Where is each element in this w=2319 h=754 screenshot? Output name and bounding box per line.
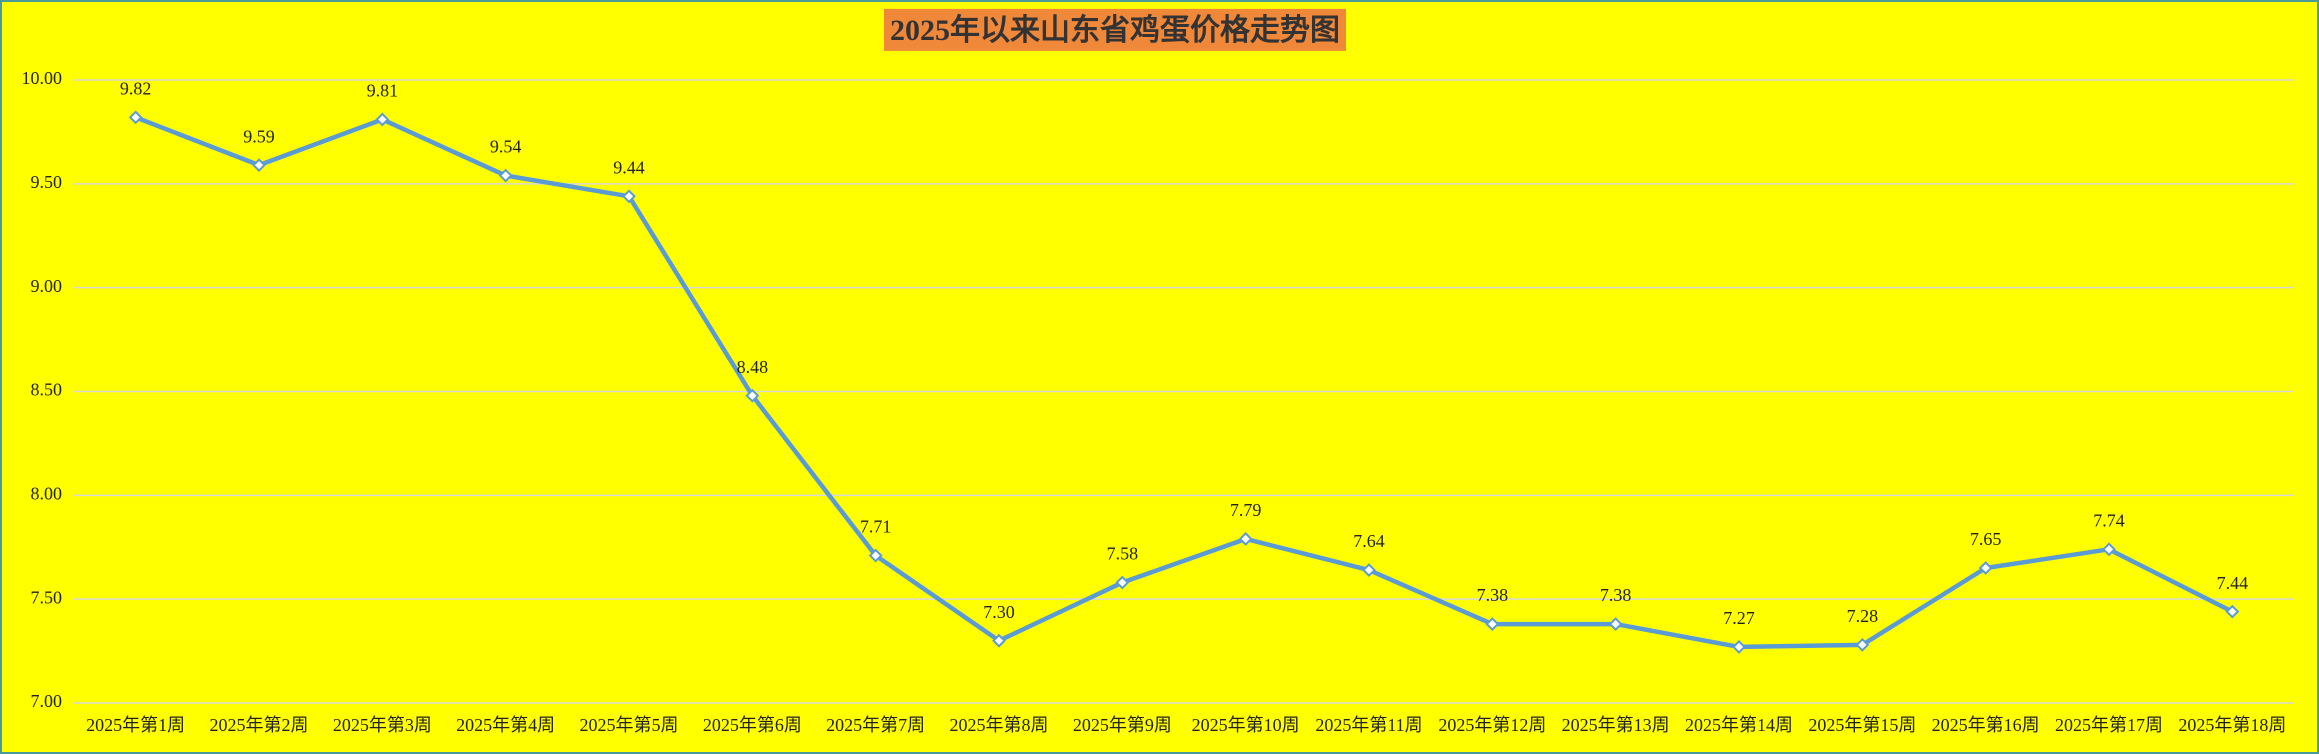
- y-tick-label: 8.50: [31, 380, 63, 400]
- x-tick-label: 2025年第10周: [1192, 715, 1300, 735]
- data-label: 7.38: [1600, 585, 1632, 605]
- data-label: 7.28: [1847, 606, 1879, 626]
- x-tick-label: 2025年第8周: [950, 715, 1049, 735]
- title-box: [884, 8, 1346, 51]
- x-tick-label: 2025年第3周: [333, 715, 432, 735]
- data-label: 7.65: [1970, 529, 2002, 549]
- data-label: 8.48: [737, 357, 769, 377]
- data-label: 9.54: [490, 137, 522, 157]
- x-tick-label: 2025年第4周: [456, 715, 555, 735]
- x-tick-label: 2025年第18周: [2178, 715, 2286, 735]
- marker: [992, 633, 1006, 648]
- x-tick-label: 2025年第2周: [210, 715, 309, 735]
- data-label: 9.81: [367, 81, 399, 101]
- data-label: 7.27: [1723, 608, 1755, 628]
- x-tick-label: 2025年第11周: [1315, 715, 1422, 735]
- x-tick-label: 2025年第9周: [1073, 715, 1172, 735]
- x-tick-label: 2025年第12周: [1438, 715, 1546, 735]
- data-label: 9.59: [243, 126, 275, 146]
- chart-title: 2025年以来山东省鸡蛋价格走势图: [890, 13, 1340, 47]
- marker: [2225, 604, 2240, 619]
- y-tick-label: 7.50: [31, 587, 63, 607]
- y-tick-label: 10.00: [22, 68, 63, 88]
- x-tick-label: 2025年第1周: [86, 715, 185, 735]
- x-tick-label: 2025年第17周: [2055, 715, 2163, 735]
- marker: [1238, 532, 1253, 546]
- data-label: 7.74: [2093, 510, 2125, 530]
- x-tick-label: 2025年第7周: [826, 715, 925, 735]
- marker: [1115, 575, 1130, 590]
- data-label: 7.38: [1477, 585, 1509, 605]
- x-tick-label: 2025年第14周: [1685, 715, 1793, 735]
- marker: [1608, 617, 1623, 632]
- data-label: 7.79: [1230, 500, 1262, 520]
- marker: [1732, 640, 1746, 654]
- x-tick-label: 2025年第6周: [703, 715, 802, 735]
- marker: [868, 548, 883, 563]
- x-tick-label: 2025年第5周: [580, 715, 679, 735]
- x-tick-label: 2025年第16周: [1932, 715, 2040, 735]
- marker: [1485, 617, 1500, 632]
- data-label: 9.44: [613, 157, 645, 177]
- data-label: 9.82: [120, 79, 152, 99]
- y-tick-label: 9.50: [31, 172, 63, 192]
- marker: [1855, 637, 1870, 652]
- marker: [252, 158, 266, 173]
- marker: [375, 112, 390, 127]
- marker: [498, 168, 513, 183]
- data-label: 7.44: [2217, 573, 2249, 593]
- y-tick-label: 7.00: [31, 691, 63, 711]
- y-tick-label: 8.00: [31, 483, 63, 503]
- data-label: 7.30: [983, 602, 1015, 622]
- marker: [745, 388, 760, 403]
- data-label: 7.71: [860, 517, 892, 537]
- line: [134, 115, 2234, 650]
- marker: [128, 110, 143, 125]
- data-label: 7.58: [1107, 544, 1139, 564]
- marker: [2102, 542, 2116, 557]
- marker: [1978, 561, 1993, 575]
- y-tick-label: 9.00: [31, 276, 63, 296]
- x-tick-label: 2025年第15周: [1808, 715, 1916, 735]
- x-tick-label: 2025年第13周: [1562, 715, 1670, 735]
- marker: [622, 189, 636, 204]
- marker: [1362, 563, 1376, 578]
- data-label: 7.64: [1353, 531, 1385, 551]
